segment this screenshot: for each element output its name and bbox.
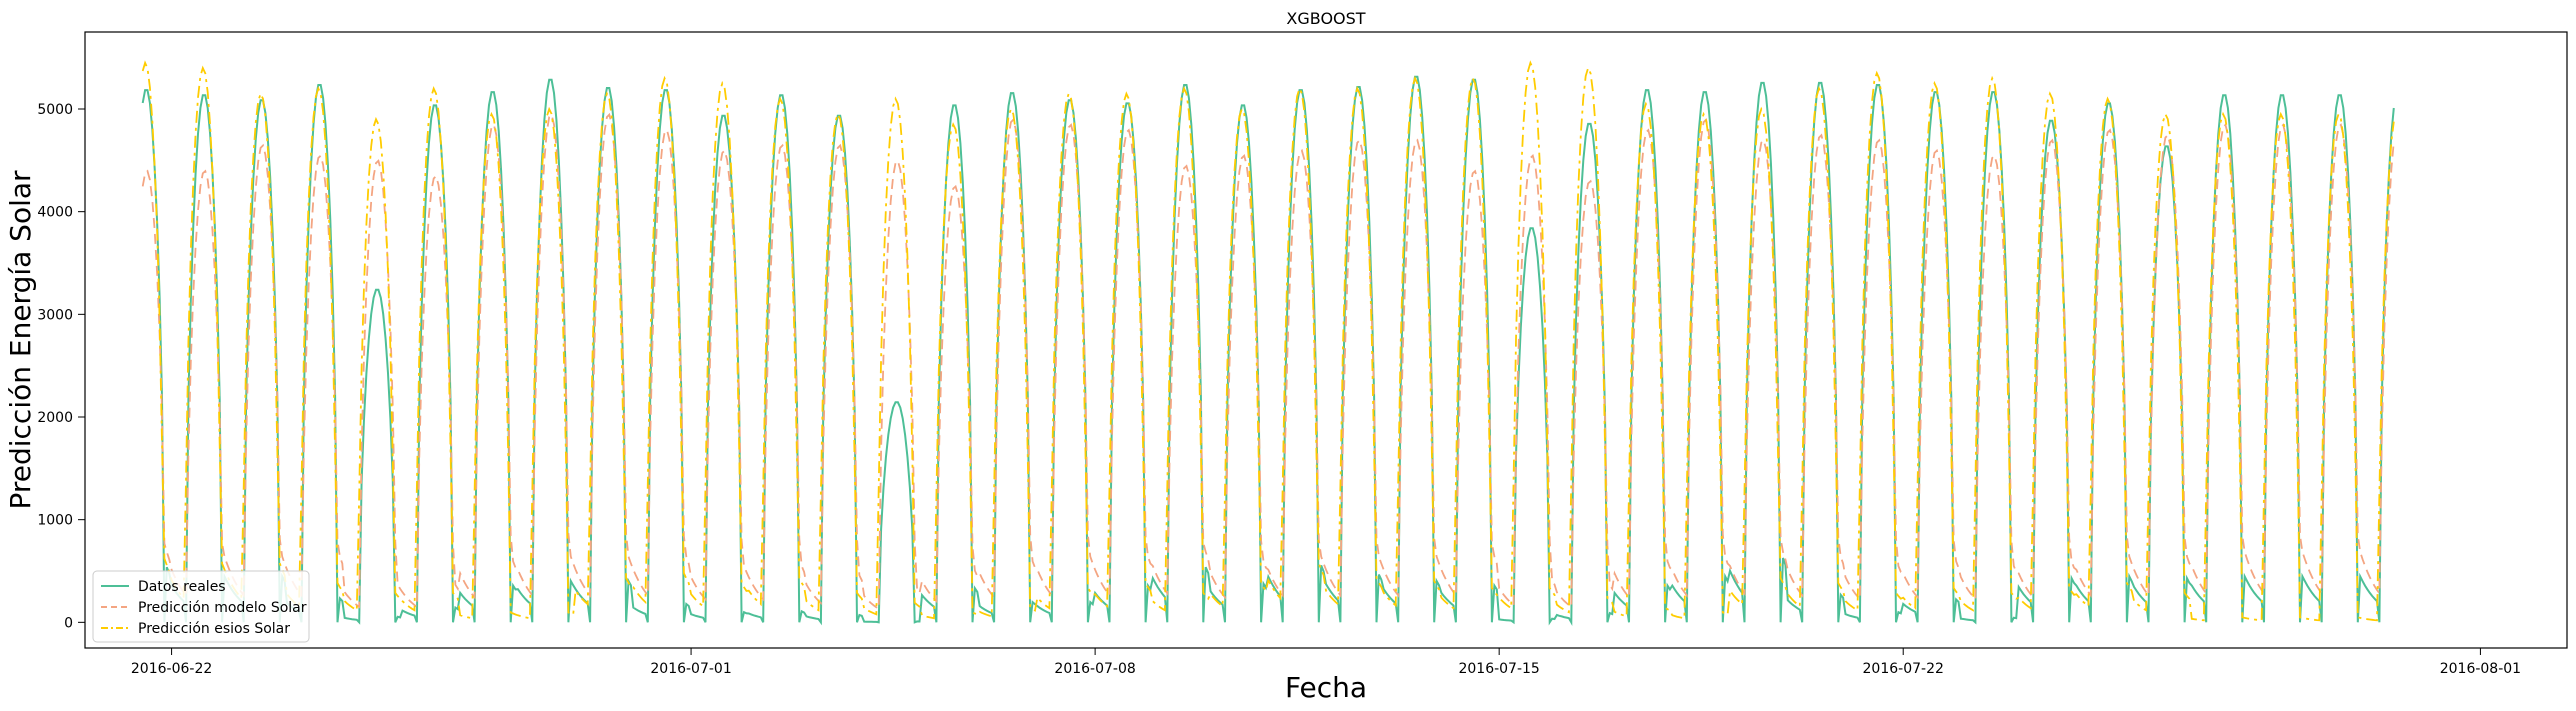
x-axis-label: Fecha (1285, 671, 1367, 704)
x-tick-label: 2016-07-15 (1458, 661, 1539, 677)
x-tick-label: 2016-08-01 (2440, 661, 2521, 677)
x-tick-label: 2016-07-01 (650, 661, 731, 677)
y-axis: 0 1000 2000 3000 4000 5000 (37, 102, 85, 631)
y-tick-label: 0 (64, 615, 73, 631)
x-axis: 2016-06-22 2016-07-01 2016-07-08 2016-07-15… (131, 648, 2521, 677)
y-tick-label: 4000 (37, 205, 73, 221)
x-tick-label: 2016-07-08 (1054, 661, 1135, 677)
series-line-3 (141, 60, 2395, 622)
plot-frame (84, 31, 2568, 649)
series-line-2 (141, 112, 2395, 611)
legend-label: Predicción modelo Solar (138, 600, 307, 616)
legend: Datos reales Predicción modelo Solar Predi… (92, 570, 310, 643)
legend-label: Datos reales (138, 579, 226, 595)
y-tick-label: 2000 (37, 410, 73, 426)
series-layer (141, 60, 2395, 626)
x-tick-label: 2016-06-22 (131, 661, 212, 677)
y-tick-label: 3000 (37, 307, 73, 323)
x-tick-label: 2016-07-22 (1863, 661, 1944, 677)
series-line-1 (141, 75, 2395, 626)
chart-title: XGBOOST (1286, 9, 1365, 28)
legend-label: Predicción esios Solar (138, 621, 290, 637)
legend-box (92, 570, 310, 643)
y-tick-label: 5000 (37, 102, 73, 118)
y-tick-label: 1000 (37, 513, 73, 529)
y-axis-label: Predicción Energía Solar (4, 170, 37, 510)
